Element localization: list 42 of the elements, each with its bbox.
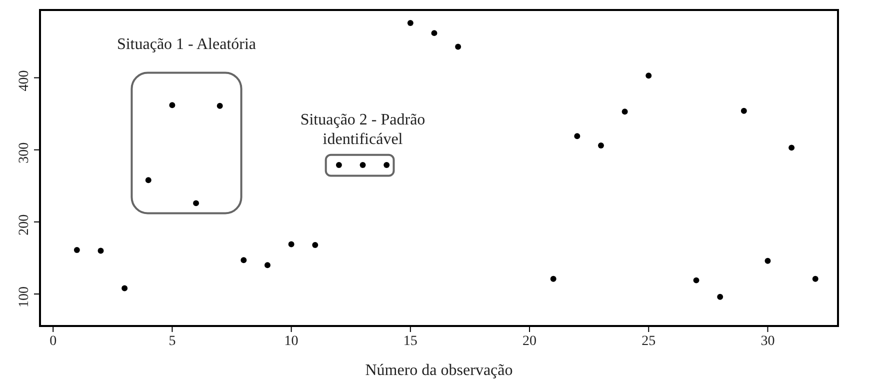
y-tick-label: 300 <box>17 142 32 164</box>
annotation: Situação 2 - Padrão identificável <box>300 112 426 148</box>
point <box>336 162 342 168</box>
point <box>740 108 747 114</box>
point <box>360 162 366 168</box>
point <box>145 177 152 184</box>
point <box>717 294 724 300</box>
point <box>550 276 556 282</box>
point <box>264 262 270 268</box>
point <box>431 30 438 36</box>
point <box>812 276 818 282</box>
point <box>169 102 176 108</box>
point <box>384 162 390 168</box>
point <box>98 248 104 254</box>
y-tick-label: 400 <box>17 70 32 92</box>
point <box>312 242 318 248</box>
y-tick-label: 100 <box>17 286 32 308</box>
point <box>455 44 462 50</box>
y-tick-label: 200 <box>17 214 32 236</box>
annotation: Situação 1 - Aleatória <box>116 36 256 53</box>
x-axis-title: Número da observação <box>365 362 513 379</box>
point <box>288 241 294 248</box>
point <box>74 247 80 254</box>
x-tick-label: 30 <box>760 334 775 349</box>
x-tick-label: 15 <box>403 334 418 349</box>
point <box>693 277 700 284</box>
point <box>122 285 128 292</box>
x-tick-label: 25 <box>642 334 656 349</box>
point <box>407 20 414 26</box>
point <box>764 258 771 264</box>
x-tick-label: 5 <box>168 334 176 349</box>
point <box>216 102 223 109</box>
point <box>788 144 795 151</box>
x-tick-label: 20 <box>522 334 537 349</box>
point <box>598 142 604 148</box>
point <box>193 200 200 206</box>
point <box>240 257 247 264</box>
point <box>574 133 580 140</box>
x-tick-label: 0 <box>50 334 57 349</box>
x-tick-label: 10 <box>284 334 298 349</box>
point <box>646 72 652 79</box>
point <box>622 108 628 115</box>
